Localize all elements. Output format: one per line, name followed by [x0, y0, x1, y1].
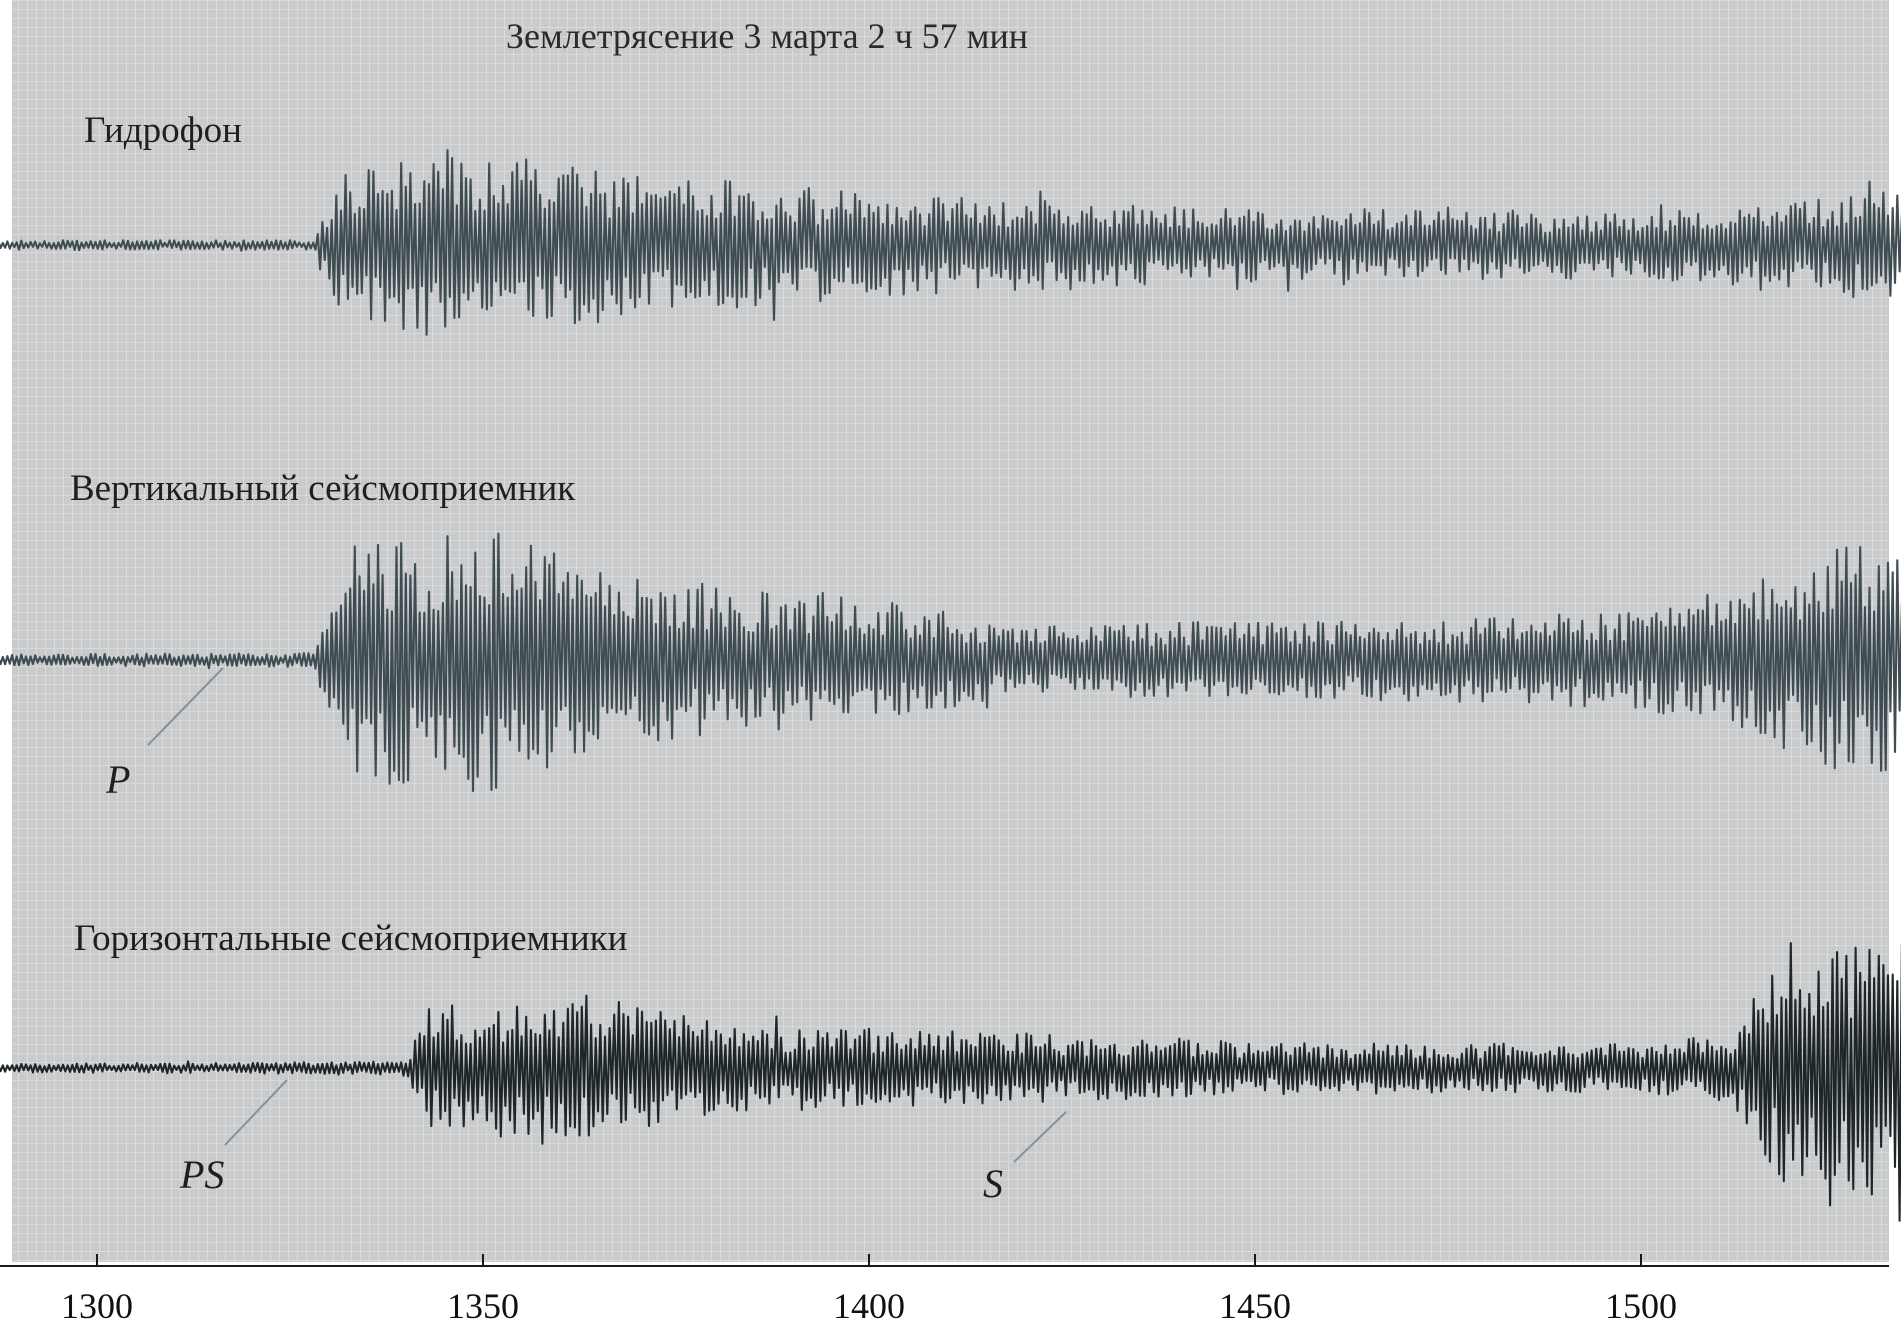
trace-label-horizontal: Горизонтальные сейсмоприемники: [74, 918, 627, 959]
trace-label-vertical: Вертикальный сейсмоприемник: [70, 468, 576, 509]
x-tick-label: 1400: [833, 1286, 905, 1326]
ps-phase-label: PS: [179, 1152, 224, 1197]
x-axis-ticks: 13001350140014501500155016001650: [61, 1254, 1677, 1326]
chart-title: Землетрясение 3 марта 2 ч 57 мин: [506, 16, 1028, 56]
waveform-series-2: [0, 532, 1901, 793]
phase-markers: P PS S: [105, 667, 1067, 1206]
s-marker-line: [1013, 1111, 1067, 1163]
s-phase-label: S: [983, 1161, 1003, 1206]
trace-label-hydrophone: Гидрофон: [84, 110, 242, 151]
plot-background: [12, 0, 1889, 1262]
waveform-series-3: [0, 942, 1901, 1222]
waveform-traces: [0, 149, 1901, 1222]
x-tick-label: 1450: [1219, 1286, 1291, 1326]
waveform-series-1: [0, 149, 1901, 336]
ps-marker-line: [224, 1079, 288, 1146]
p-phase-label: P: [105, 757, 130, 802]
x-tick-label: 1500: [1605, 1286, 1677, 1326]
x-tick-label: 1350: [447, 1286, 519, 1326]
p-marker-line: [147, 667, 224, 746]
x-tick-label: 1300: [61, 1286, 133, 1326]
